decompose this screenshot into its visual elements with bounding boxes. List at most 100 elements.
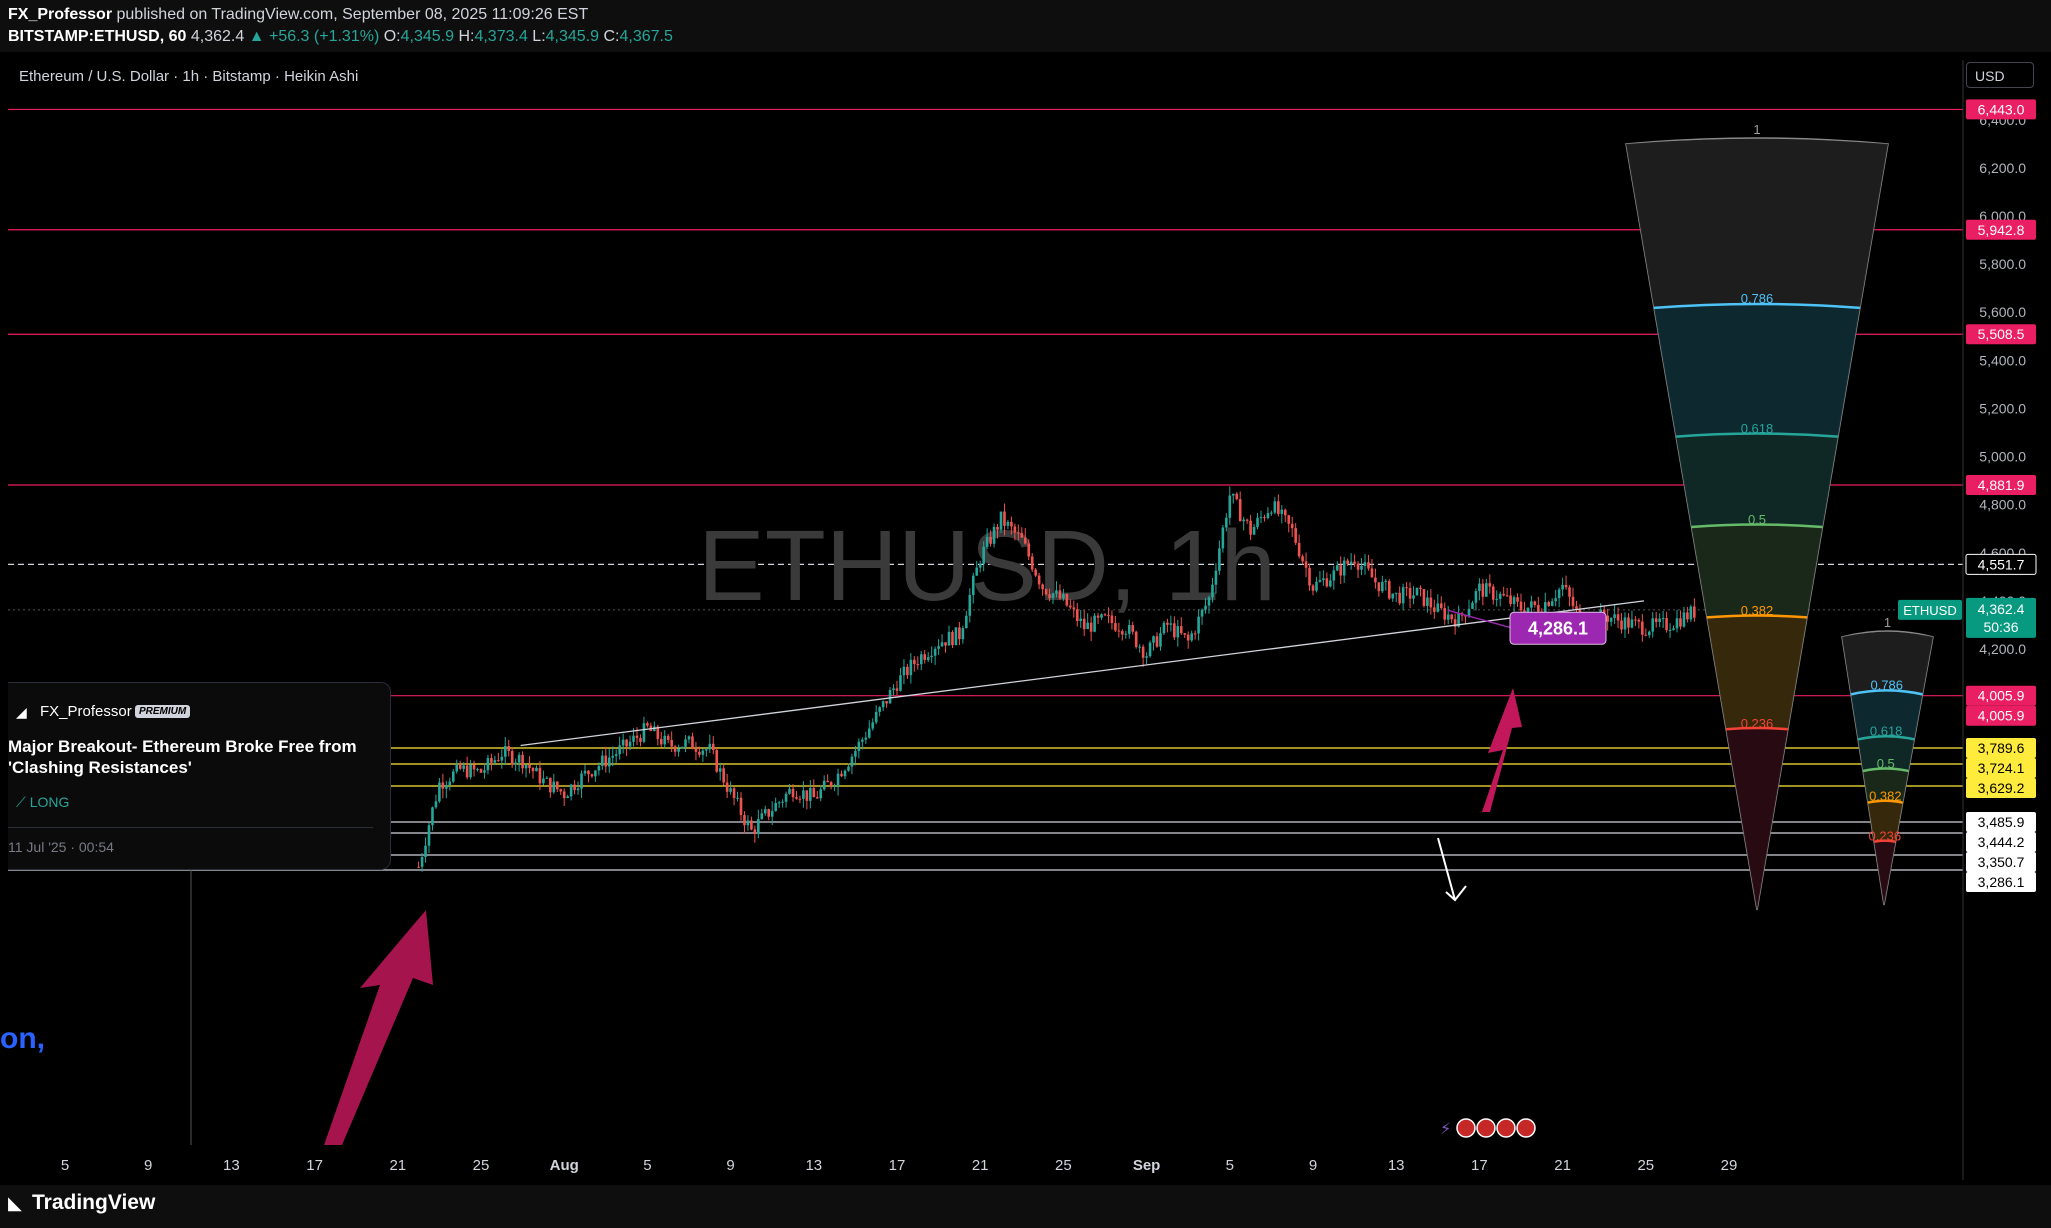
candle-body: [1360, 565, 1363, 570]
candle-body: [1530, 601, 1533, 608]
symbol-label: BITSTAMP:ETHUSD, 60: [8, 28, 187, 45]
candle-body: [763, 809, 767, 814]
candle-body: [1627, 617, 1630, 628]
callout-box: [1509, 611, 1607, 645]
candle-body: [739, 797, 743, 816]
candle-body: [1055, 590, 1058, 594]
price-label-text: 4,005.9: [1978, 688, 2025, 704]
candle-body: [1127, 625, 1131, 634]
y-tick-label: 5,600.0: [1979, 304, 2026, 320]
candle-body: [933, 648, 937, 656]
candle-body: [691, 736, 694, 749]
fib-fans[interactable]: 1 0.786 0.618 0.5 0.382 0.236 1 0.786 0.618 0.5 0.…: [1625, 122, 1934, 911]
candle-body: [1280, 509, 1284, 514]
price-label-box: [1966, 685, 2036, 706]
candle-body: [1200, 609, 1204, 617]
candle-body: [1134, 631, 1138, 647]
candle-body: [1474, 591, 1478, 603]
x-tick-label: 25: [1637, 1157, 1654, 1174]
candle-body: [1096, 615, 1100, 618]
price-label-text: 3,286.1: [1978, 874, 2025, 890]
candle-body: [1370, 568, 1374, 578]
candle-body: [1273, 501, 1277, 513]
candle-body: [1166, 622, 1169, 625]
candle-body: [479, 769, 483, 773]
idea-author[interactable]: FX_Professor: [40, 703, 132, 720]
candle-body: [573, 784, 576, 791]
candle-body: [760, 813, 764, 820]
x-tick-label: 25: [1055, 1157, 1072, 1174]
candle-body: [1256, 517, 1259, 527]
candle-body: [954, 627, 958, 646]
candle-body: [1290, 523, 1294, 529]
candle-body: [874, 711, 878, 723]
candle-body: [878, 707, 881, 712]
candle-body: [819, 789, 823, 799]
tradingview-logo[interactable]: ◣ TradingView: [8, 1191, 155, 1215]
idea-title[interactable]: Major Breakout- Ethereum Broke Free from…: [8, 737, 357, 777]
candle-body: [420, 857, 424, 867]
candle-body: [815, 797, 819, 799]
candle-body: [677, 748, 680, 752]
price-chart[interactable]: ETHUSD, 1h Ethereum / U.S. Dollar · 1h ·…: [8, 60, 2044, 1180]
candle-body: [854, 751, 857, 757]
candle-body: [632, 735, 635, 742]
candle-body: [1277, 501, 1280, 514]
candle-body: [1086, 622, 1089, 630]
fan-level-line: [1691, 523, 1823, 529]
candle-body: [1519, 601, 1523, 611]
candle-body: [611, 755, 615, 758]
price-label-text: 3,789.6: [1978, 740, 2025, 756]
candle-body: [497, 760, 500, 762]
open-value: 4,345.9: [400, 28, 454, 45]
candle-body: [864, 737, 868, 740]
candle-body: [542, 778, 545, 784]
candle-body: [635, 735, 639, 739]
candle-body: [1516, 597, 1519, 602]
candle-body: [1048, 594, 1051, 599]
candle-body: [1065, 593, 1069, 606]
candle-body: [510, 751, 514, 765]
price-label-box: [1966, 812, 2036, 832]
x-tick-label: 29: [1721, 1157, 1738, 1174]
candle-body: [476, 769, 479, 771]
fan-level-line: [1653, 302, 1861, 310]
candle-body: [1075, 609, 1079, 621]
author-name[interactable]: FX_Professor: [8, 6, 113, 23]
candle-body: [1363, 562, 1367, 566]
candle-body: [888, 690, 892, 704]
candle-body: [1266, 513, 1270, 518]
candle-body: [1023, 537, 1027, 544]
lightning-icon: ⚡: [1440, 1121, 1451, 1138]
candle-body: [705, 749, 708, 751]
candle-body: [1211, 584, 1214, 598]
candle-body: [614, 754, 618, 756]
candle-body: [965, 615, 968, 629]
candle-body: [500, 756, 504, 761]
candle-body: [1051, 593, 1055, 599]
candle-body: [424, 845, 427, 858]
x-tick-label: 17: [306, 1157, 323, 1174]
annotations[interactable]: 4,286.1 ⚡: [324, 600, 1645, 1145]
candle-body: [1017, 532, 1020, 534]
currency-button[interactable]: USD: [1966, 62, 2034, 88]
candle-body: [909, 659, 913, 676]
related-idea-card[interactable]: ◢ FX_Professor PREMIUM Major Breakout- E…: [8, 682, 391, 870]
candle-body: [750, 820, 753, 830]
candle-body: [718, 768, 722, 772]
candle-body: [1037, 575, 1041, 585]
current-price-box: [1966, 597, 2036, 638]
candle-body: [1228, 495, 1232, 518]
candle-body: [594, 770, 597, 777]
candle-body: [1422, 589, 1426, 606]
candle-body: [1575, 606, 1578, 609]
candle-body: [465, 765, 469, 778]
candle-body: [1335, 565, 1339, 571]
candle-body: [892, 688, 895, 691]
candle-body: [1502, 593, 1505, 596]
fan-level-label: 0.236: [1741, 716, 1774, 731]
candle-body: [698, 751, 701, 755]
fan-level-label: 0.786: [1741, 291, 1774, 306]
candle-body: [1006, 521, 1010, 526]
candle-body: [1342, 560, 1346, 576]
